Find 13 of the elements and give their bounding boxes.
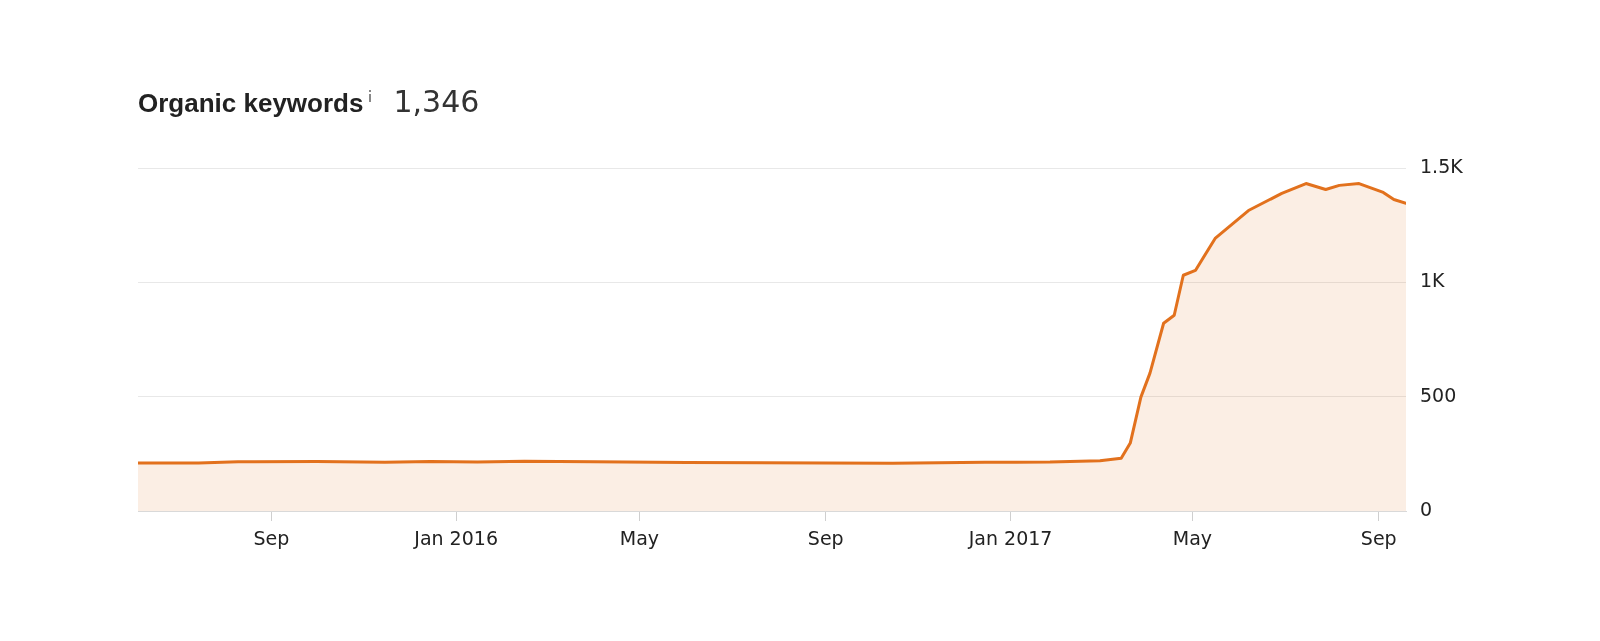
y-tick-label: 500 (1420, 383, 1457, 406)
x-tick-label: Jan 2017 (967, 527, 1053, 550)
y-tick-label: 1K (1420, 269, 1446, 292)
chart-subtitle: 1,346 (393, 84, 480, 119)
x-tick-label: Sep (253, 527, 290, 550)
chart-title: Organic keywords (138, 88, 364, 119)
y-tick-label: 0 (1420, 497, 1433, 520)
x-tick-label: May (1172, 527, 1213, 550)
x-tick-label: Sep (807, 527, 844, 550)
x-tick-label: May (619, 527, 660, 550)
x-tick-label: Jan 2016 (413, 527, 498, 550)
y-tick-label: 1.5K (1420, 154, 1464, 177)
x-tick-label: Sep (1360, 527, 1397, 550)
